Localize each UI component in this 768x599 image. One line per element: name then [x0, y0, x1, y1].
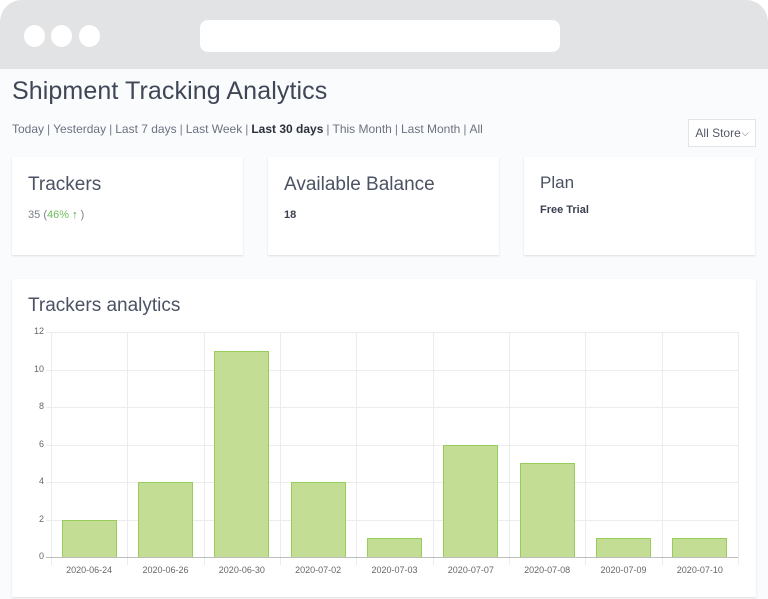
x-axis-tick: 2020-06-30	[218, 565, 265, 575]
window-dot-icon	[79, 25, 100, 47]
date-filter-last-week[interactable]: Last Week	[185, 122, 243, 136]
gridline	[46, 369, 738, 371]
chart-bar[interactable]	[367, 538, 422, 557]
x-axis	[46, 557, 738, 558]
chart-bar[interactable]	[61, 519, 117, 557]
trackers-change: 46%	[46, 209, 70, 221]
y-axis-tick: 2	[38, 513, 44, 524]
x-axis-tick: 2020-07-07	[447, 565, 494, 575]
y-axis-tick: 0	[38, 551, 44, 561]
store-select-value: All Store	[695, 126, 741, 140]
trackers-card-title: Trackers	[28, 174, 102, 195]
gridline	[46, 332, 738, 333]
bar-chart: 0 2 4 6 8 10 12 2020-06-24 2020-06-26 2020-06-30 2…	[12, 279, 756, 597]
filter-separator: |	[179, 122, 183, 136]
y-axis-tick: 12	[33, 326, 44, 336]
date-filter-last-7-days[interactable]: Last 7 days	[115, 122, 177, 136]
filter-separator: |	[463, 122, 467, 136]
gridline	[432, 332, 434, 565]
trackers-card-value: 35 (46% ↑ )	[28, 209, 85, 221]
date-filter-this-month[interactable]: This Month	[332, 122, 392, 136]
trackers-card: Trackers 35 (46% ↑ )	[12, 157, 243, 255]
date-filter-last-month[interactable]: Last Month	[400, 122, 461, 136]
trackers-count: 35	[28, 209, 41, 221]
chart-bar[interactable]	[519, 463, 575, 557]
gridline	[127, 332, 129, 565]
chart-title: Trackers analytics	[28, 295, 181, 316]
plan-card: Plan Free Trial	[524, 157, 755, 255]
chart-bar[interactable]	[290, 482, 346, 557]
gridline	[51, 332, 52, 565]
chart-bar[interactable]	[138, 482, 193, 557]
filter-separator: |	[47, 122, 51, 136]
filter-separator: |	[394, 122, 398, 136]
x-axis-tick: 2020-07-10	[676, 565, 723, 575]
y-axis-tick: 6	[38, 438, 44, 449]
arrow-up-icon: ↑	[72, 209, 78, 221]
balance-card: Available Balance 18	[268, 157, 499, 255]
browser-chrome	[0, 0, 768, 69]
filter-separator: |	[109, 122, 113, 136]
gridline	[585, 332, 587, 565]
chart-bar[interactable]	[443, 444, 499, 557]
date-filter-all[interactable]: All	[469, 122, 483, 136]
y-axis-tick: 8	[38, 401, 44, 411]
gridline	[46, 444, 738, 446]
y-axis-tick: 4	[38, 476, 44, 486]
window-dot-icon	[51, 25, 72, 47]
date-filter-today[interactable]: Today	[12, 122, 45, 136]
gridline	[738, 332, 739, 565]
filter-separator: |	[245, 122, 249, 136]
filter-separator: |	[326, 122, 330, 136]
x-axis-tick: 2020-06-24	[66, 565, 113, 575]
chart-bar[interactable]	[214, 350, 270, 557]
gridline	[356, 332, 358, 565]
balance-card-title: Available Balance	[284, 174, 435, 195]
trackers-analytics-card: Trackers analytics 0 2 4 6 8 10 12 2020-06-24 20…	[12, 279, 756, 597]
store-select[interactable]: All Store ⌵	[688, 119, 756, 147]
window-dot-icon	[24, 25, 45, 47]
page-content: Shipment Tracking Analytics Today | Yester…	[0, 69, 768, 599]
address-bar[interactable]	[200, 20, 560, 52]
gridline	[661, 332, 663, 565]
y-axis-tick: 10	[33, 363, 44, 374]
gridline	[46, 519, 738, 521]
x-axis-tick: 2020-07-03	[371, 565, 418, 575]
chevron-down-icon: ⌵	[741, 128, 749, 138]
plan-card-title: Plan	[540, 173, 575, 192]
gridline	[509, 332, 510, 565]
chart-bar[interactable]	[596, 538, 651, 557]
date-filter-last-30-days[interactable]: Last 30 days	[251, 122, 324, 136]
gridline	[46, 482, 738, 483]
gridline	[46, 407, 738, 408]
x-axis-tick: 2020-07-08	[524, 565, 571, 575]
date-filter-bar: Today | Yesterday | Last 7 days | Last Week | La…	[12, 122, 483, 136]
balance-card-value: 18	[284, 209, 297, 221]
plan-card-value: Free Trial	[540, 204, 589, 216]
page-title: Shipment Tracking Analytics	[12, 77, 328, 105]
date-filter-yesterday[interactable]: Yesterday	[53, 122, 107, 136]
chart-bar[interactable]	[672, 538, 728, 557]
x-axis-tick: 2020-07-02	[295, 565, 342, 575]
x-axis-tick: 2020-06-26	[142, 565, 189, 575]
gridline	[203, 332, 205, 565]
x-axis-tick: 2020-07-09	[600, 565, 647, 575]
gridline	[280, 332, 281, 565]
